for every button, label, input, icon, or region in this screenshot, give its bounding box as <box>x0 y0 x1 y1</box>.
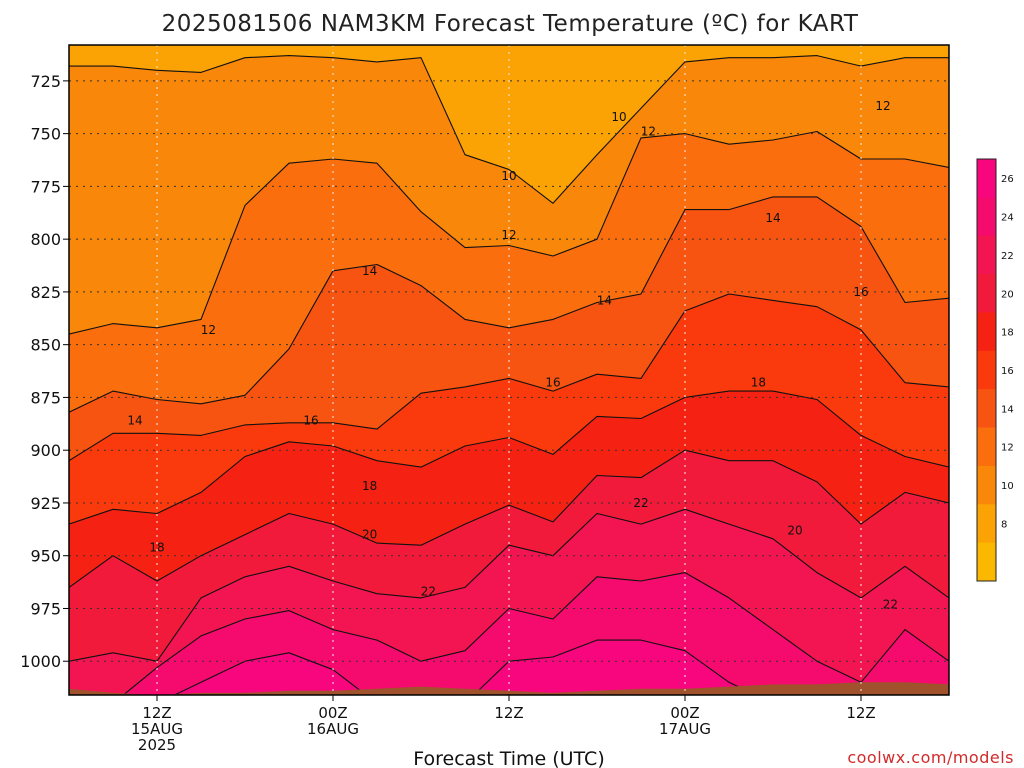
y-tick-label: 850 <box>30 336 61 355</box>
plot-area: 10 10 12 12 12 12 14 14 14 14 16 16 16 18 18 18 20 20 22 22… <box>68 44 950 696</box>
colorbar-label: 14 <box>1001 404 1014 415</box>
contour-line-12 <box>69 130 949 335</box>
colorbar-segment <box>977 542 996 582</box>
colorbar-frame <box>976 158 997 582</box>
colorbar-segment <box>977 197 996 237</box>
colorbar-segment <box>977 235 996 275</box>
contour-line-20 <box>69 449 949 588</box>
contour-label: 18 <box>149 540 164 554</box>
contour-label: 22 <box>421 585 436 599</box>
contour-line-24 <box>122 572 949 695</box>
colorbar-label: 18 <box>1001 328 1014 339</box>
contour-label: 12 <box>201 323 216 337</box>
contour-line-14 <box>69 196 949 413</box>
colorbar-segment <box>977 427 996 467</box>
contour-line-22 <box>69 508 949 662</box>
colorbar-label: 20 <box>1001 289 1014 300</box>
contour-label: 16 <box>303 414 318 428</box>
contour-label: 12 <box>875 99 890 113</box>
x-axis-title: Forecast Time (UTC) <box>413 748 604 768</box>
contour-label: 14 <box>597 293 612 307</box>
colorbar-segment <box>977 389 996 429</box>
credit-text: coolwx.com/models <box>847 748 1014 767</box>
contour-label: 16 <box>545 376 560 390</box>
y-tick-label: 950 <box>30 547 61 566</box>
contour-label: 20 <box>362 528 377 542</box>
colorbar-label: 16 <box>1001 366 1014 377</box>
x-tick-label: 00Z <box>318 704 347 722</box>
x-tick-label: 12Z <box>846 704 875 722</box>
contour-line-16 <box>69 293 949 462</box>
colorbar-segment <box>977 274 996 313</box>
contour-label: 16 <box>853 285 868 299</box>
temperature-band-26 <box>174 640 756 695</box>
y-tick-label: 925 <box>30 494 61 513</box>
contour-label: 18 <box>362 479 377 493</box>
y-tick-label: 975 <box>30 599 61 618</box>
contour-label: 10 <box>501 169 516 183</box>
contour-label: 12 <box>501 228 516 242</box>
contour-label: 14 <box>127 414 142 428</box>
contour-label: 14 <box>362 264 377 278</box>
contour-label: 14 <box>765 211 780 225</box>
x-tick-label: 12Z <box>142 704 171 722</box>
x-tick-label: 12Z <box>494 704 523 722</box>
y-tick-label: 725 <box>30 72 61 91</box>
colorbar-label: 22 <box>1001 251 1014 262</box>
x-tick-label: 15AUG <box>131 720 183 738</box>
terrain <box>69 682 949 695</box>
contour-label: 10 <box>611 110 626 124</box>
temperature-band-24 <box>123 572 949 695</box>
colorbar-label: 10 <box>1001 481 1014 492</box>
y-tick-label: 775 <box>30 177 61 196</box>
y-tick-label: 750 <box>30 125 61 144</box>
y-tick-label: 900 <box>30 441 61 460</box>
colorbar-segment <box>977 465 996 505</box>
colorbar-label: 24 <box>1001 213 1014 224</box>
x-tick-label: 17AUG <box>659 720 711 738</box>
x-tick-label: 00Z <box>670 704 699 722</box>
contour-line-10 <box>69 55 949 204</box>
colorbar-segment <box>977 159 996 198</box>
contour-label: 22 <box>883 597 898 611</box>
contour-label: 18 <box>751 376 766 390</box>
colorbar-segment <box>977 312 996 352</box>
x-tick-label: 2025 <box>138 736 176 754</box>
contour-label: 22 <box>633 496 648 510</box>
contour-label: 20 <box>787 523 802 537</box>
colorbar-segment <box>977 504 996 544</box>
colorbar-segment <box>977 350 996 390</box>
y-tick-label: 825 <box>30 283 61 302</box>
colorbar-label: 26 <box>1001 174 1014 185</box>
y-axis: 725 750 775 800 825 850 875 900 925 950 975 1000 <box>20 72 69 671</box>
colorbar-label: 12 <box>1001 443 1014 454</box>
y-tick-label: 800 <box>30 230 61 249</box>
colorbar-label: 8 <box>1001 520 1007 531</box>
y-tick-label: 875 <box>30 388 61 407</box>
chart-title: 2025081506 NAM3KM Forecast Temperature (… <box>162 11 859 37</box>
contour-label: 12 <box>641 125 656 139</box>
y-tick-label: 1000 <box>20 652 61 671</box>
x-tick-label: 16AUG <box>307 720 359 738</box>
colorbar: 26 24 22 20 18 16 14 12 10 8 <box>976 158 1014 582</box>
